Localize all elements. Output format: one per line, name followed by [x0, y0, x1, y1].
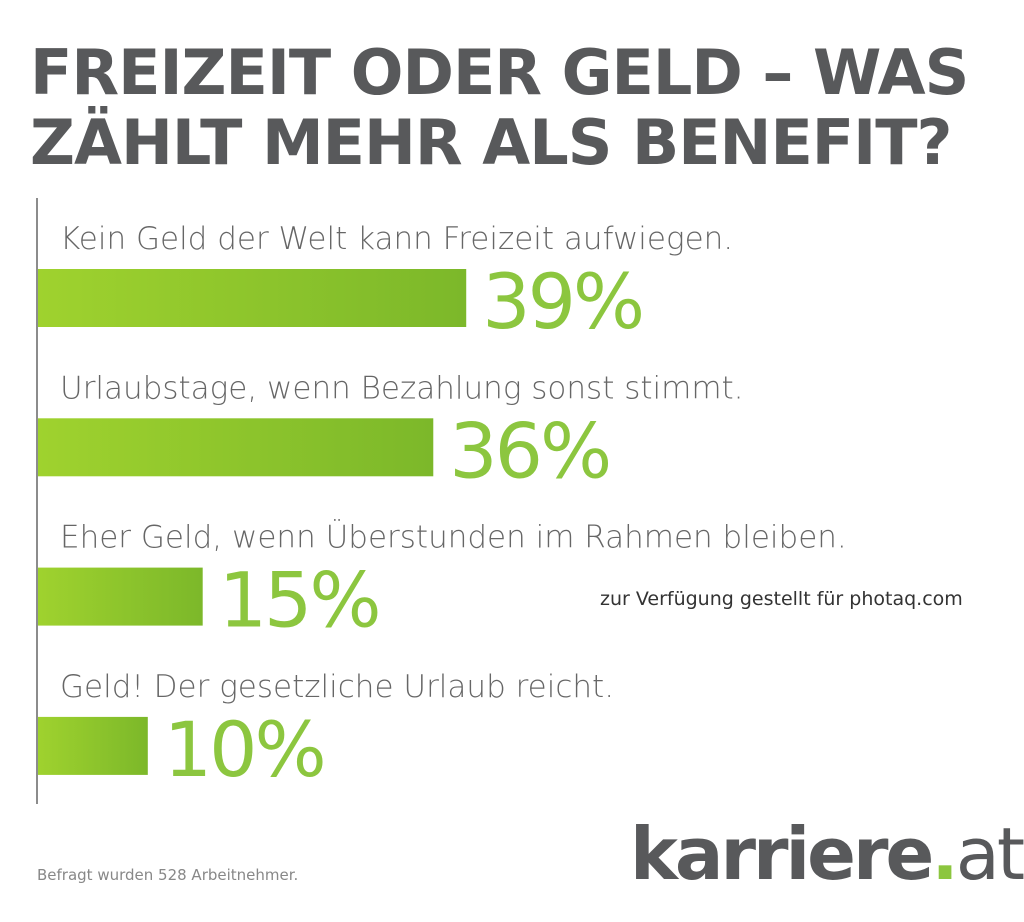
- watermark: zur Verfügung gestellt für photaq.com: [600, 588, 963, 610]
- bar: [38, 418, 434, 477]
- footnote: Befragt wurden 528 Arbeitnehmer.: [37, 866, 299, 884]
- category-label: Urlaubstage, wenn Bezahlung sonst stimmt…: [60, 370, 744, 406]
- title-line-1: FREIZEIT ODER GELD – WAS: [30, 36, 969, 109]
- data-label: 36%: [449, 406, 609, 495]
- bar: [38, 716, 148, 775]
- page-title: FREIZEIT ODER GELD – WAS ZÄHLT MEHR ALS …: [30, 36, 969, 179]
- category-label: Kein Geld der Welt kann Freizeit aufwieg…: [60, 221, 733, 257]
- karriere-logo: karriere.at: [630, 812, 1024, 896]
- bar: [38, 269, 467, 327]
- category-label: Eher Geld, wenn Überstunden im Rahmen bl…: [60, 520, 847, 556]
- title-line-2: ZÄHLT MEHR ALS BENEFIT?: [30, 106, 952, 179]
- data-label: 39%: [482, 257, 642, 346]
- data-label: 15%: [219, 556, 379, 645]
- data-label: 10%: [164, 705, 324, 794]
- bar: [38, 567, 203, 626]
- category-label: Geld! Der gesetzliche Urlaub reicht.: [60, 669, 614, 705]
